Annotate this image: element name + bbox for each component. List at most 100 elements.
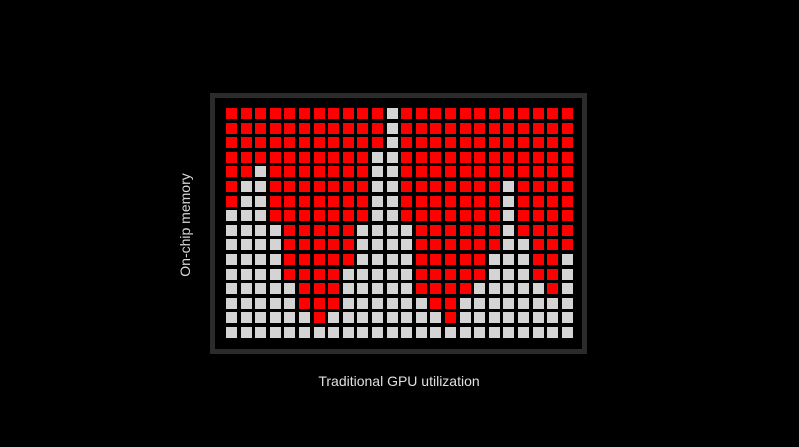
cell-red: [226, 181, 237, 192]
cell-gray: [401, 327, 412, 338]
cell-gray: [241, 254, 252, 265]
cell-gray: [387, 181, 398, 192]
cell-red: [299, 123, 310, 134]
cell-red: [474, 152, 485, 163]
cell-gray: [533, 298, 544, 309]
cell-red: [343, 181, 354, 192]
cell-gray: [270, 283, 281, 294]
cell-red: [328, 239, 339, 250]
cell-gray: [372, 283, 383, 294]
cell-gray: [284, 283, 295, 294]
cell-red: [547, 123, 558, 134]
cell-red: [460, 225, 471, 236]
cell-red: [284, 181, 295, 192]
cell-red: [226, 166, 237, 177]
cell-gray: [518, 298, 529, 309]
cell-gray: [518, 254, 529, 265]
cell-gray: [372, 166, 383, 177]
cell-red: [299, 108, 310, 119]
cell-gray: [270, 254, 281, 265]
cell-red: [328, 123, 339, 134]
cell-red: [460, 210, 471, 221]
cell-gray: [226, 239, 237, 250]
cell-red: [445, 181, 456, 192]
cell-gray: [518, 327, 529, 338]
cell-red: [416, 225, 427, 236]
cell-gray: [255, 327, 266, 338]
cell-red: [401, 196, 412, 207]
cell-gray: [503, 254, 514, 265]
cell-gray: [387, 196, 398, 207]
cell-gray: [255, 298, 266, 309]
cell-gray: [226, 210, 237, 221]
cell-red: [226, 123, 237, 134]
cell-red: [314, 137, 325, 148]
cell-red: [416, 137, 427, 148]
cell-gray: [255, 269, 266, 280]
cell-gray: [241, 210, 252, 221]
cell-red: [460, 269, 471, 280]
cell-red: [314, 239, 325, 250]
cell-gray: [372, 210, 383, 221]
cell-gray: [518, 269, 529, 280]
cell-gray: [357, 239, 368, 250]
cell-red: [416, 239, 427, 250]
cell-red: [445, 254, 456, 265]
cell-red: [460, 283, 471, 294]
cell-gray: [372, 269, 383, 280]
cell-gray: [387, 137, 398, 148]
cell-gray: [241, 298, 252, 309]
cell-gray: [503, 181, 514, 192]
cell-red: [474, 181, 485, 192]
cell-red: [328, 225, 339, 236]
cell-red: [430, 166, 441, 177]
cell-red: [328, 181, 339, 192]
cell-red: [474, 210, 485, 221]
cell-red: [460, 137, 471, 148]
cell-red: [518, 166, 529, 177]
cell-red: [343, 166, 354, 177]
cell-red: [430, 210, 441, 221]
cell-red: [562, 196, 573, 207]
cell-red: [270, 196, 281, 207]
cell-gray: [387, 269, 398, 280]
cell-red: [226, 196, 237, 207]
cell-gray: [489, 327, 500, 338]
cell-red: [533, 123, 544, 134]
cell-gray: [255, 239, 266, 250]
cell-red: [562, 166, 573, 177]
cell-red: [489, 196, 500, 207]
cell-red: [357, 210, 368, 221]
cell-gray: [255, 254, 266, 265]
cell-gray: [474, 283, 485, 294]
cell-red: [401, 181, 412, 192]
cell-gray: [372, 327, 383, 338]
cell-red: [518, 225, 529, 236]
cell-red: [474, 108, 485, 119]
cell-red: [518, 181, 529, 192]
cell-red: [270, 210, 281, 221]
cell-red: [372, 137, 383, 148]
cell-red: [343, 152, 354, 163]
cell-red: [241, 123, 252, 134]
cell-red: [547, 137, 558, 148]
cell-gray: [226, 254, 237, 265]
cell-red: [314, 210, 325, 221]
cell-red: [328, 152, 339, 163]
cell-gray: [255, 181, 266, 192]
cell-gray: [270, 312, 281, 323]
cell-red: [314, 152, 325, 163]
cell-red: [489, 181, 500, 192]
cell-red: [416, 269, 427, 280]
cell-red: [357, 152, 368, 163]
cell-red: [343, 239, 354, 250]
cell-red: [328, 298, 339, 309]
cell-red: [547, 152, 558, 163]
cell-red: [284, 108, 295, 119]
cell-red: [460, 108, 471, 119]
cell-red: [314, 181, 325, 192]
cell-red: [445, 239, 456, 250]
cell-red: [270, 137, 281, 148]
cell-red: [489, 137, 500, 148]
cell-gray: [387, 283, 398, 294]
